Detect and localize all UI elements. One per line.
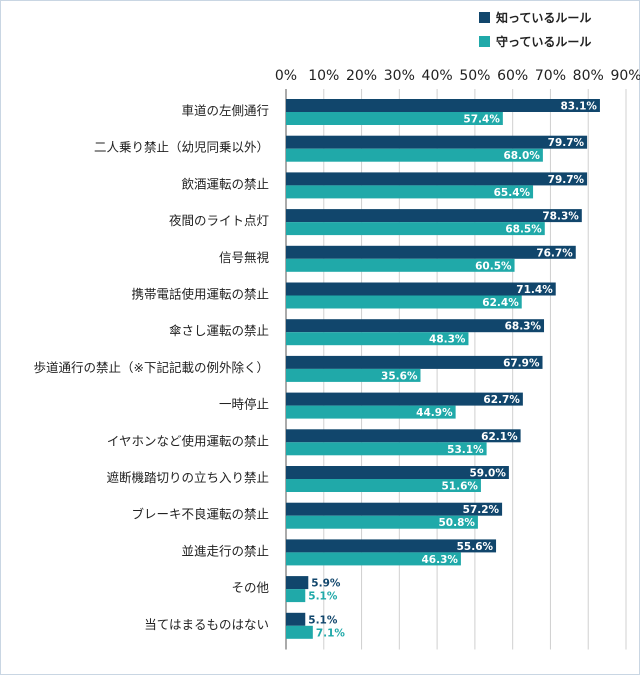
data-label: 79.7% bbox=[548, 137, 585, 149]
bar-obeyed bbox=[286, 368, 421, 382]
data-label: 68.3% bbox=[505, 321, 542, 333]
data-label: 68.0% bbox=[503, 150, 540, 162]
data-label: 62.4% bbox=[482, 297, 519, 309]
data-label: 68.5% bbox=[505, 224, 542, 236]
data-label: 71.4% bbox=[516, 284, 553, 296]
data-label: 35.6% bbox=[381, 370, 418, 382]
bar-obeyed bbox=[286, 405, 456, 419]
x-tick-label: 10% bbox=[308, 68, 339, 84]
x-tick-label: 0% bbox=[275, 68, 297, 84]
bar-obeyed bbox=[286, 479, 481, 492]
x-tick-label: 80% bbox=[573, 68, 604, 84]
bar-known bbox=[286, 429, 521, 443]
legend-swatch-obeyed bbox=[479, 36, 490, 47]
legend-label-known: 知っているルール bbox=[496, 11, 592, 25]
category-label: 携帯電話使用運転の禁止 bbox=[131, 287, 269, 302]
legend-label-obeyed: 守っているルール bbox=[496, 35, 592, 49]
data-label: 60.5% bbox=[475, 260, 512, 272]
bar-obeyed bbox=[286, 112, 503, 125]
data-label: 44.9% bbox=[416, 407, 453, 419]
bar-obeyed bbox=[286, 589, 306, 603]
category-label: 遮断機踏切りの立ち入り禁止 bbox=[106, 470, 269, 485]
category-label: 歩道通行の禁止（※下記記載の例外除く） bbox=[34, 360, 269, 375]
category-label: 二人乗り禁止（幼児同乗以外） bbox=[94, 140, 269, 155]
bar-obeyed bbox=[286, 332, 469, 346]
data-label: 5.9% bbox=[311, 578, 341, 590]
category-label: ブレーキ不良運転の禁止 bbox=[131, 507, 269, 522]
data-label: 76.7% bbox=[536, 247, 573, 259]
category-label: 飲酒運転の禁止 bbox=[181, 176, 269, 191]
x-tick-label: 20% bbox=[346, 68, 377, 84]
category-label: 並進走行の禁止 bbox=[181, 543, 269, 558]
bar-known bbox=[286, 392, 523, 406]
data-label: 79.7% bbox=[548, 174, 585, 186]
data-label: 50.8% bbox=[438, 517, 475, 529]
data-label: 62.1% bbox=[481, 431, 518, 443]
category-label: 夜間のライト点灯 bbox=[169, 213, 269, 228]
bar-obeyed bbox=[286, 515, 478, 529]
data-label: 7.1% bbox=[316, 627, 346, 639]
bar-obeyed bbox=[286, 185, 534, 199]
data-label: 65.4% bbox=[494, 187, 531, 199]
data-label: 57.2% bbox=[463, 504, 500, 516]
legend-item-known: 知っているルール bbox=[479, 9, 591, 26]
data-label: 55.6% bbox=[457, 541, 494, 553]
bar-known bbox=[286, 245, 576, 259]
category-label: イヤホンなど使用運転の禁止 bbox=[107, 433, 269, 448]
bar-obeyed bbox=[286, 148, 543, 162]
category-label: 信号無視 bbox=[219, 250, 270, 265]
bar-known bbox=[286, 612, 306, 626]
data-label: 62.7% bbox=[483, 394, 520, 406]
category-label: 傘さし運転の禁止 bbox=[169, 323, 269, 338]
bar-obeyed bbox=[286, 552, 461, 566]
data-label: 48.3% bbox=[429, 334, 466, 346]
bar-known bbox=[286, 355, 543, 369]
category-label: 一時停止 bbox=[219, 397, 269, 412]
bar-known bbox=[286, 99, 600, 112]
data-label: 5.1% bbox=[308, 614, 338, 626]
bar-known bbox=[286, 172, 588, 186]
bar-known bbox=[286, 466, 509, 479]
data-label: 53.1% bbox=[447, 444, 484, 456]
category-label: 車道の左側通行 bbox=[181, 103, 269, 118]
category-label: その他 bbox=[231, 580, 269, 595]
bar-obeyed bbox=[286, 295, 522, 309]
data-label: 51.6% bbox=[441, 481, 478, 493]
data-label: 78.3% bbox=[542, 211, 579, 223]
bar-obeyed bbox=[286, 258, 515, 272]
bar-obeyed bbox=[286, 625, 313, 639]
x-tick-label: 60% bbox=[497, 68, 528, 84]
bar-known bbox=[286, 209, 582, 223]
data-label: 59.0% bbox=[469, 468, 506, 480]
bar-obeyed bbox=[286, 442, 487, 456]
data-label: 67.9% bbox=[503, 357, 540, 369]
x-tick-label: 40% bbox=[422, 68, 453, 84]
x-tick-label: 50% bbox=[459, 68, 490, 84]
legend-item-obeyed: 守っているルール bbox=[479, 33, 591, 50]
data-label: 57.4% bbox=[463, 114, 500, 126]
data-label: 83.1% bbox=[560, 101, 597, 113]
data-label: 5.1% bbox=[308, 591, 338, 603]
bar-known bbox=[286, 502, 503, 516]
bar-known bbox=[286, 135, 588, 149]
data-label: 46.3% bbox=[421, 554, 458, 566]
x-tick-label: 30% bbox=[384, 68, 415, 84]
bar-known bbox=[286, 539, 497, 553]
x-tick-label: 70% bbox=[535, 68, 566, 84]
x-tick-label: 90% bbox=[610, 68, 640, 84]
legend-swatch-known bbox=[479, 12, 490, 23]
bar-known bbox=[286, 319, 545, 333]
bar-obeyed bbox=[286, 222, 545, 236]
category-label: 当てはまるものはない bbox=[144, 617, 269, 632]
bar-known bbox=[286, 282, 556, 296]
bar-known bbox=[286, 576, 309, 590]
